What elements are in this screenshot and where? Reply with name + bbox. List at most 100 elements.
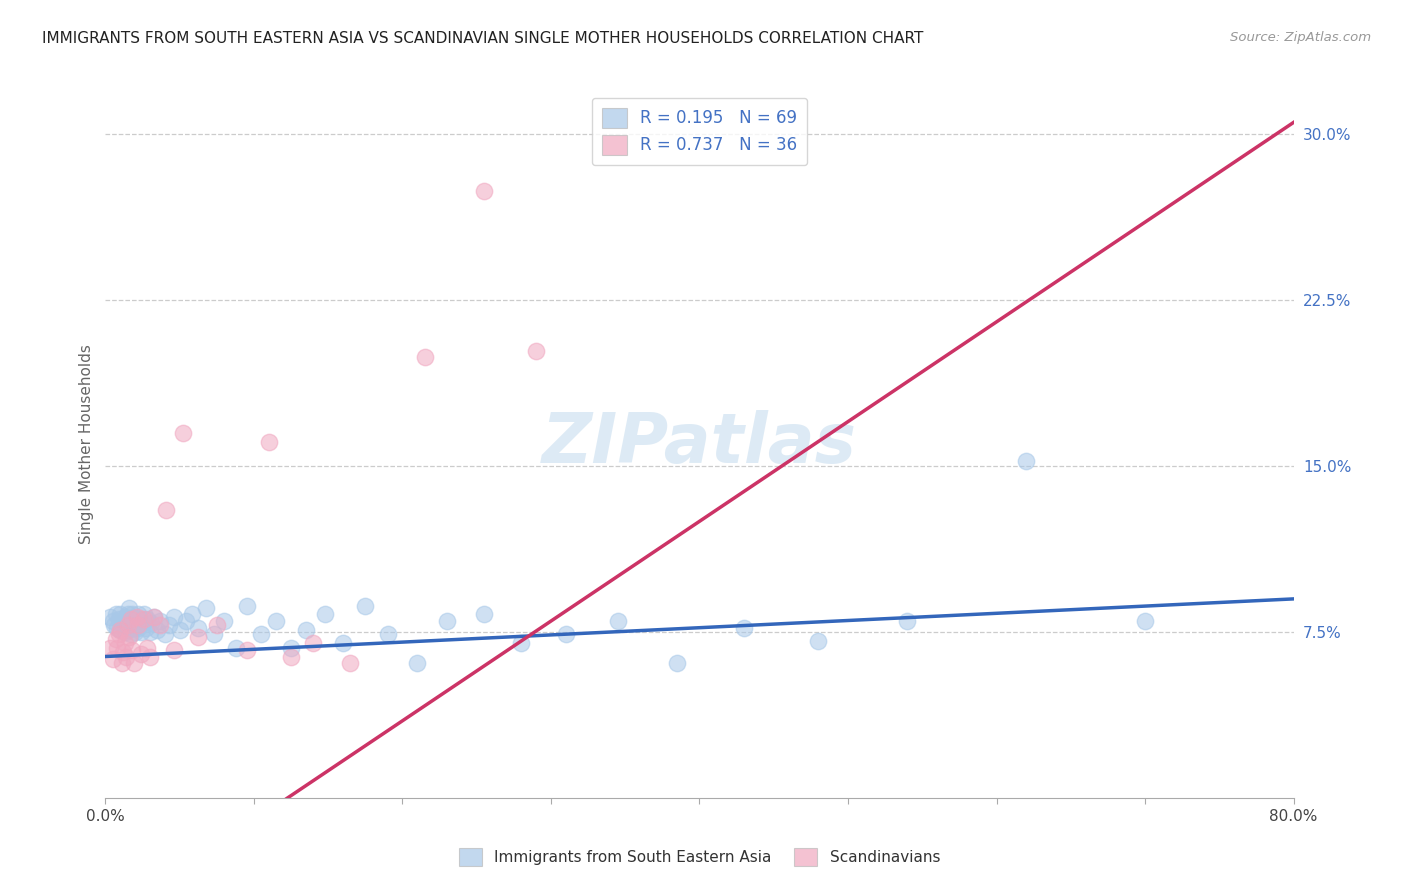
Point xyxy=(101,614,124,628)
Point xyxy=(141,616,163,631)
Point xyxy=(554,627,576,641)
Point xyxy=(112,645,135,659)
Text: Source: ZipAtlas.com: Source: ZipAtlas.com xyxy=(1230,31,1371,45)
Point xyxy=(128,612,150,626)
Point xyxy=(118,600,141,615)
Point xyxy=(257,434,280,449)
Point xyxy=(153,627,176,641)
Point xyxy=(131,616,153,631)
Point xyxy=(163,609,186,624)
Point xyxy=(136,612,159,626)
Point xyxy=(129,625,152,640)
Point xyxy=(413,351,436,365)
Point xyxy=(125,609,148,624)
Point xyxy=(120,612,142,626)
Point xyxy=(280,649,302,664)
Point xyxy=(98,640,121,655)
Point xyxy=(108,612,131,626)
Point xyxy=(117,607,139,622)
Text: ZIPatlas: ZIPatlas xyxy=(541,410,858,477)
Point xyxy=(666,656,689,670)
Point xyxy=(202,627,225,641)
Point xyxy=(250,627,273,641)
Point xyxy=(136,640,159,655)
Point xyxy=(186,621,208,635)
Point xyxy=(110,623,132,637)
Point xyxy=(121,616,143,631)
Point xyxy=(733,621,755,635)
Point xyxy=(149,614,172,628)
Point xyxy=(111,656,134,670)
Point xyxy=(172,425,194,440)
Point xyxy=(302,636,325,650)
Point xyxy=(101,651,124,665)
Point xyxy=(186,630,208,644)
Point xyxy=(524,343,547,358)
Text: IMMIGRANTS FROM SOUTH EASTERN ASIA VS SCANDINAVIAN SINGLE MOTHER HOUSEHOLDS CORR: IMMIGRANTS FROM SOUTH EASTERN ASIA VS SC… xyxy=(42,31,924,46)
Point xyxy=(121,643,143,657)
Point xyxy=(132,607,155,622)
Point xyxy=(1015,454,1038,468)
Point xyxy=(139,625,162,640)
Point xyxy=(115,616,138,631)
Point xyxy=(122,656,145,670)
Legend: Immigrants from South Eastern Asia, Scandinavians: Immigrants from South Eastern Asia, Scan… xyxy=(453,841,946,872)
Point xyxy=(135,621,157,635)
Point xyxy=(280,640,302,655)
Point xyxy=(115,649,138,664)
Point xyxy=(124,625,146,640)
Point xyxy=(606,614,628,628)
Point xyxy=(111,614,134,628)
Point xyxy=(314,607,336,622)
Point xyxy=(129,648,152,662)
Point xyxy=(125,616,148,631)
Point xyxy=(807,634,830,648)
Point xyxy=(174,614,197,628)
Point xyxy=(112,618,135,632)
Point xyxy=(105,640,128,655)
Point xyxy=(114,609,136,624)
Point xyxy=(127,618,149,632)
Point xyxy=(110,623,132,637)
Point xyxy=(205,618,228,632)
Point xyxy=(180,607,202,622)
Point xyxy=(118,630,141,644)
Point xyxy=(117,618,139,632)
Point xyxy=(195,600,218,615)
Point xyxy=(143,609,166,624)
Point xyxy=(472,607,495,622)
Point xyxy=(163,643,186,657)
Point xyxy=(132,612,155,626)
Point xyxy=(155,503,177,517)
Point xyxy=(339,656,361,670)
Point xyxy=(139,649,162,664)
Point xyxy=(157,618,180,632)
Point xyxy=(214,614,236,628)
Point xyxy=(354,599,377,613)
Point xyxy=(406,656,429,670)
Point xyxy=(235,643,257,657)
Point xyxy=(143,609,166,624)
Point xyxy=(114,625,136,640)
Y-axis label: Single Mother Households: Single Mother Households xyxy=(79,343,94,544)
Point xyxy=(436,614,458,628)
Point xyxy=(264,614,287,628)
Point xyxy=(105,621,128,635)
Point xyxy=(104,607,127,622)
Point xyxy=(121,607,143,622)
Point xyxy=(146,623,169,637)
Point xyxy=(1133,614,1156,628)
Point xyxy=(117,623,139,637)
Point xyxy=(295,623,318,637)
Point xyxy=(120,627,142,641)
Point xyxy=(377,627,399,641)
Point xyxy=(114,636,136,650)
Point xyxy=(122,612,145,626)
Point xyxy=(169,623,191,637)
Point xyxy=(149,618,172,632)
Point xyxy=(235,599,257,613)
Point xyxy=(118,614,141,628)
Point xyxy=(225,640,247,655)
Point xyxy=(127,621,149,635)
Point xyxy=(108,627,131,641)
